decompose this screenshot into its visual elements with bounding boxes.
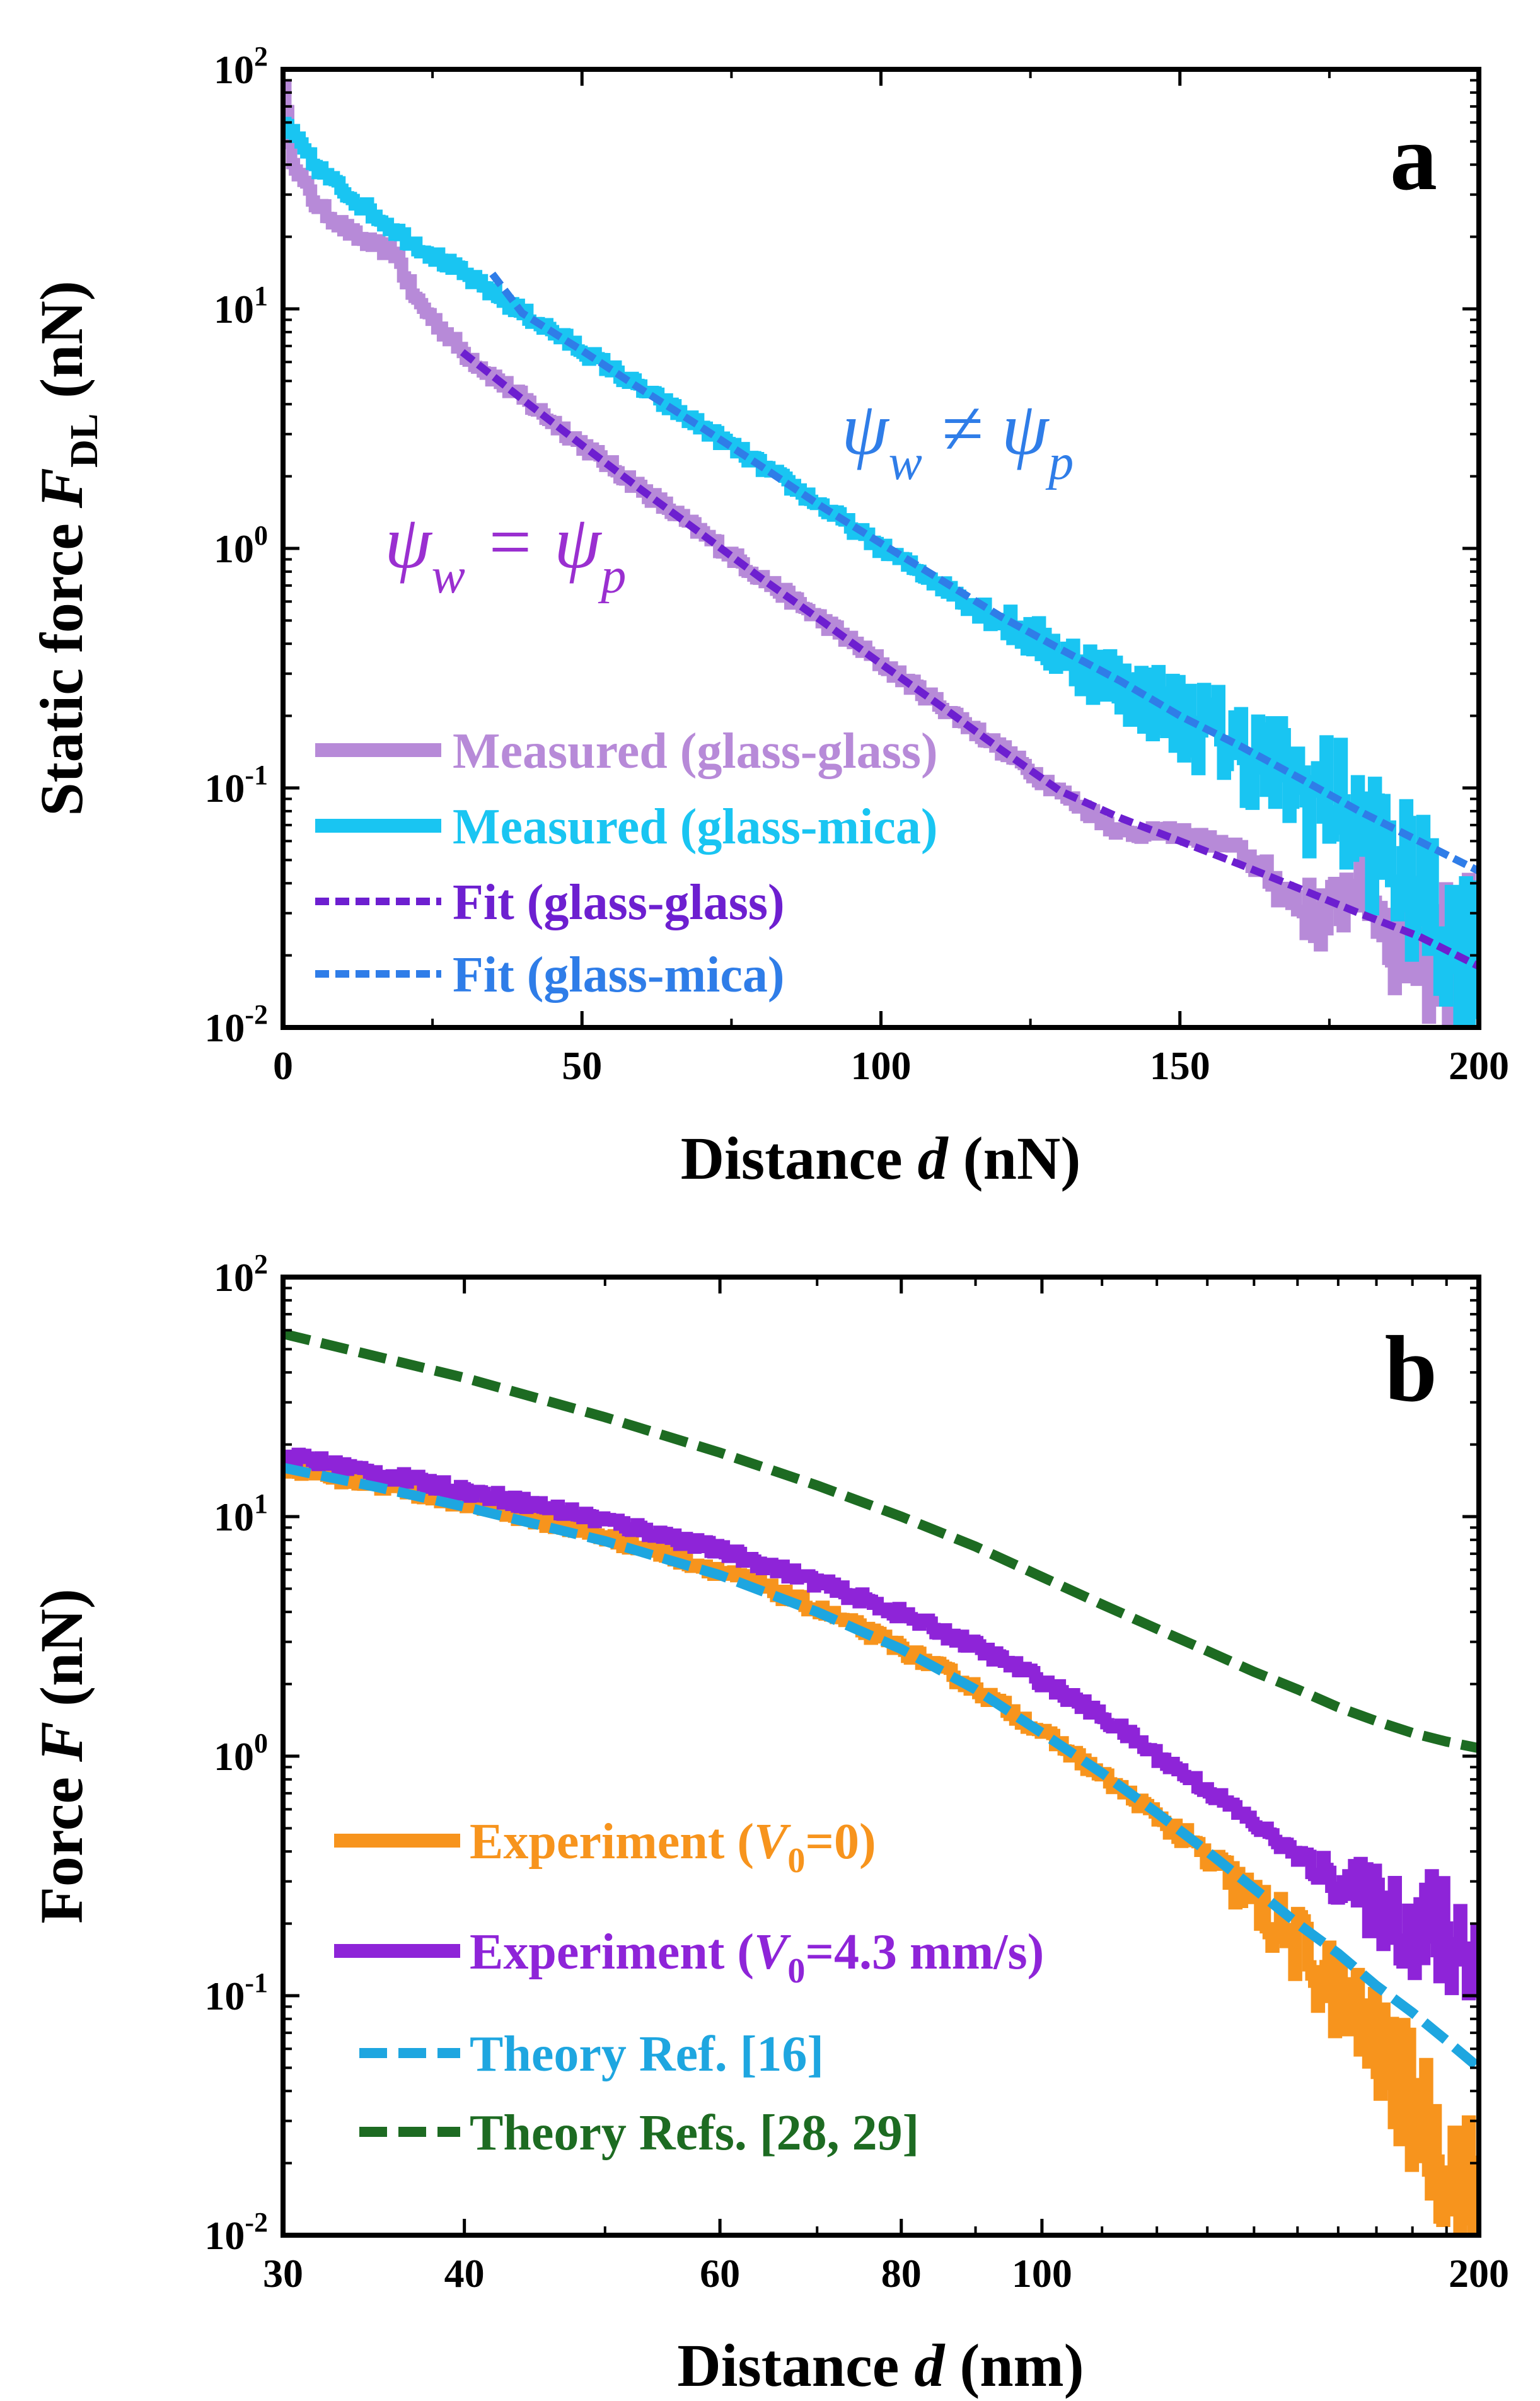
- annotation-psi-not-equal: ψw ≠ ψp: [842, 386, 1074, 490]
- panel-a-y-axis-label: Static force FDL (nN): [28, 281, 106, 816]
- y-tick-label: 100: [214, 520, 268, 571]
- x-tick-label: 100: [851, 1043, 912, 1088]
- legend-label-experiment-v0-4-3: Experiment (V0=4.3 mm/s): [470, 1924, 1044, 1991]
- x-tick-label: 150: [1150, 1043, 1210, 1088]
- series-a-measured-glass-mica: [283, 117, 1479, 1027]
- legend-label-fit-glass-mica: Fit (glass-mica): [453, 947, 785, 1003]
- panel-b-label: b: [1385, 1317, 1437, 1421]
- x-tick-label: 40: [444, 2251, 485, 2296]
- y-tick-label: 100: [214, 1728, 268, 1779]
- series-b-theory-refs-28-29: [283, 1329, 1479, 1754]
- legend-label-theory-ref-16: Theory Ref. [16]: [470, 2027, 824, 2082]
- y-tick-label: 102: [214, 41, 268, 92]
- y-tick-label: 101: [214, 281, 268, 332]
- y-tick-label: 10-2: [204, 999, 268, 1050]
- x-tick-label: 50: [562, 1043, 602, 1088]
- series-b-experiment-v0-4-3-mm-s: [283, 1447, 1479, 2001]
- panel-a-plot-area: [283, 79, 1479, 1027]
- x-tick-label: 30: [263, 2251, 303, 2296]
- legend-label-theory-refs-28-29: Theory Refs. [28, 29]: [470, 2105, 919, 2161]
- x-tick-label: 60: [700, 2251, 740, 2296]
- panel-a-label: a: [1390, 105, 1437, 210]
- panel-a-ticks: 10-2 10-1 100 101 102 0 50 100 150 200: [204, 41, 1509, 1088]
- series-b-theory-ref-16: [283, 1462, 1479, 2072]
- x-tick-label: 80: [881, 2251, 922, 2296]
- panel-b-y-axis-label: Force F (nN): [28, 1588, 95, 1923]
- legend-label-fit-glass-glass: Fit (glass-glass): [453, 875, 785, 930]
- panel-a-x-axis-label: Distance d (nN): [681, 1125, 1081, 1192]
- x-tick-label: 200: [1449, 1043, 1509, 1088]
- x-tick-label: 200: [1449, 2251, 1509, 2296]
- x-tick-label: 100: [1012, 2251, 1072, 2296]
- y-tick-label: 10-1: [204, 1967, 268, 2018]
- panel-a-legend: Measured (glass-glass) Measured (glass-m…: [315, 724, 938, 1003]
- legend-label-measured-glass-mica: Measured (glass-mica): [453, 799, 938, 855]
- panel-b: 10-2 10-1 100 101 102 30 40 60 80 100 200 b Experi…: [28, 1249, 1509, 2399]
- legend-label-measured-glass-glass: Measured (glass-glass): [453, 724, 938, 779]
- panel-b-ticks: 10-2 10-1 100 101 102 30 40 60 80 100 200: [204, 1249, 1509, 2296]
- y-tick-label: 102: [214, 1249, 268, 1300]
- y-tick-label: 10-1: [204, 760, 268, 811]
- legend-label-experiment-v0-zero: Experiment (V0=0): [470, 1814, 876, 1880]
- y-tick-label: 10-2: [204, 2207, 268, 2258]
- annotation-psi-equal: ψw = ψp: [385, 500, 626, 604]
- panel-b-frame: [281, 1275, 1481, 2238]
- y-tick-label: 101: [214, 1488, 268, 1539]
- panel-b-plot-area: [283, 1329, 1479, 2235]
- series-a-fit-glass-glass: [460, 349, 1479, 970]
- panel-b-legend: Experiment (V0=0) Experiment (V0=4.3 mm/…: [334, 1814, 1044, 2161]
- x-tick-label: 0: [273, 1043, 293, 1088]
- panel-b-x-axis-label: Distance d (nm): [677, 2332, 1084, 2399]
